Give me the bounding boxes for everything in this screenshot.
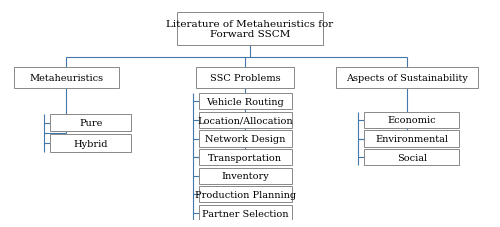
FancyBboxPatch shape <box>198 205 292 221</box>
FancyBboxPatch shape <box>176 13 324 46</box>
FancyBboxPatch shape <box>198 187 292 202</box>
FancyBboxPatch shape <box>14 68 119 89</box>
Text: Pure: Pure <box>79 119 102 128</box>
Text: Economic: Economic <box>388 116 436 125</box>
Text: Environmental: Environmental <box>375 134 448 143</box>
Text: Metaheuristics: Metaheuristics <box>29 74 104 83</box>
FancyBboxPatch shape <box>364 112 460 128</box>
Text: Production Planning: Production Planning <box>194 190 296 199</box>
FancyBboxPatch shape <box>50 115 131 132</box>
Text: Transportation: Transportation <box>208 153 282 162</box>
FancyBboxPatch shape <box>198 149 292 165</box>
FancyBboxPatch shape <box>198 131 292 147</box>
FancyBboxPatch shape <box>336 68 478 89</box>
Text: Aspects of Sustainability: Aspects of Sustainability <box>346 74 468 83</box>
Text: Network Design: Network Design <box>205 134 286 143</box>
Text: Location/Allocation: Location/Allocation <box>198 116 293 125</box>
Text: Social: Social <box>396 153 427 162</box>
FancyBboxPatch shape <box>198 168 292 184</box>
Text: Inventory: Inventory <box>221 172 269 180</box>
FancyBboxPatch shape <box>364 149 460 165</box>
FancyBboxPatch shape <box>364 131 460 147</box>
Text: Literature of Metaheuristics for
Forward SSCM: Literature of Metaheuristics for Forward… <box>166 20 334 39</box>
Text: SSC Problems: SSC Problems <box>210 74 280 83</box>
FancyBboxPatch shape <box>198 94 292 110</box>
FancyBboxPatch shape <box>196 68 294 89</box>
FancyBboxPatch shape <box>50 135 131 152</box>
Text: Vehicle Routing: Vehicle Routing <box>206 97 284 106</box>
Text: Partner Selection: Partner Selection <box>202 209 288 218</box>
FancyBboxPatch shape <box>198 112 292 128</box>
Text: Hybrid: Hybrid <box>74 139 108 148</box>
